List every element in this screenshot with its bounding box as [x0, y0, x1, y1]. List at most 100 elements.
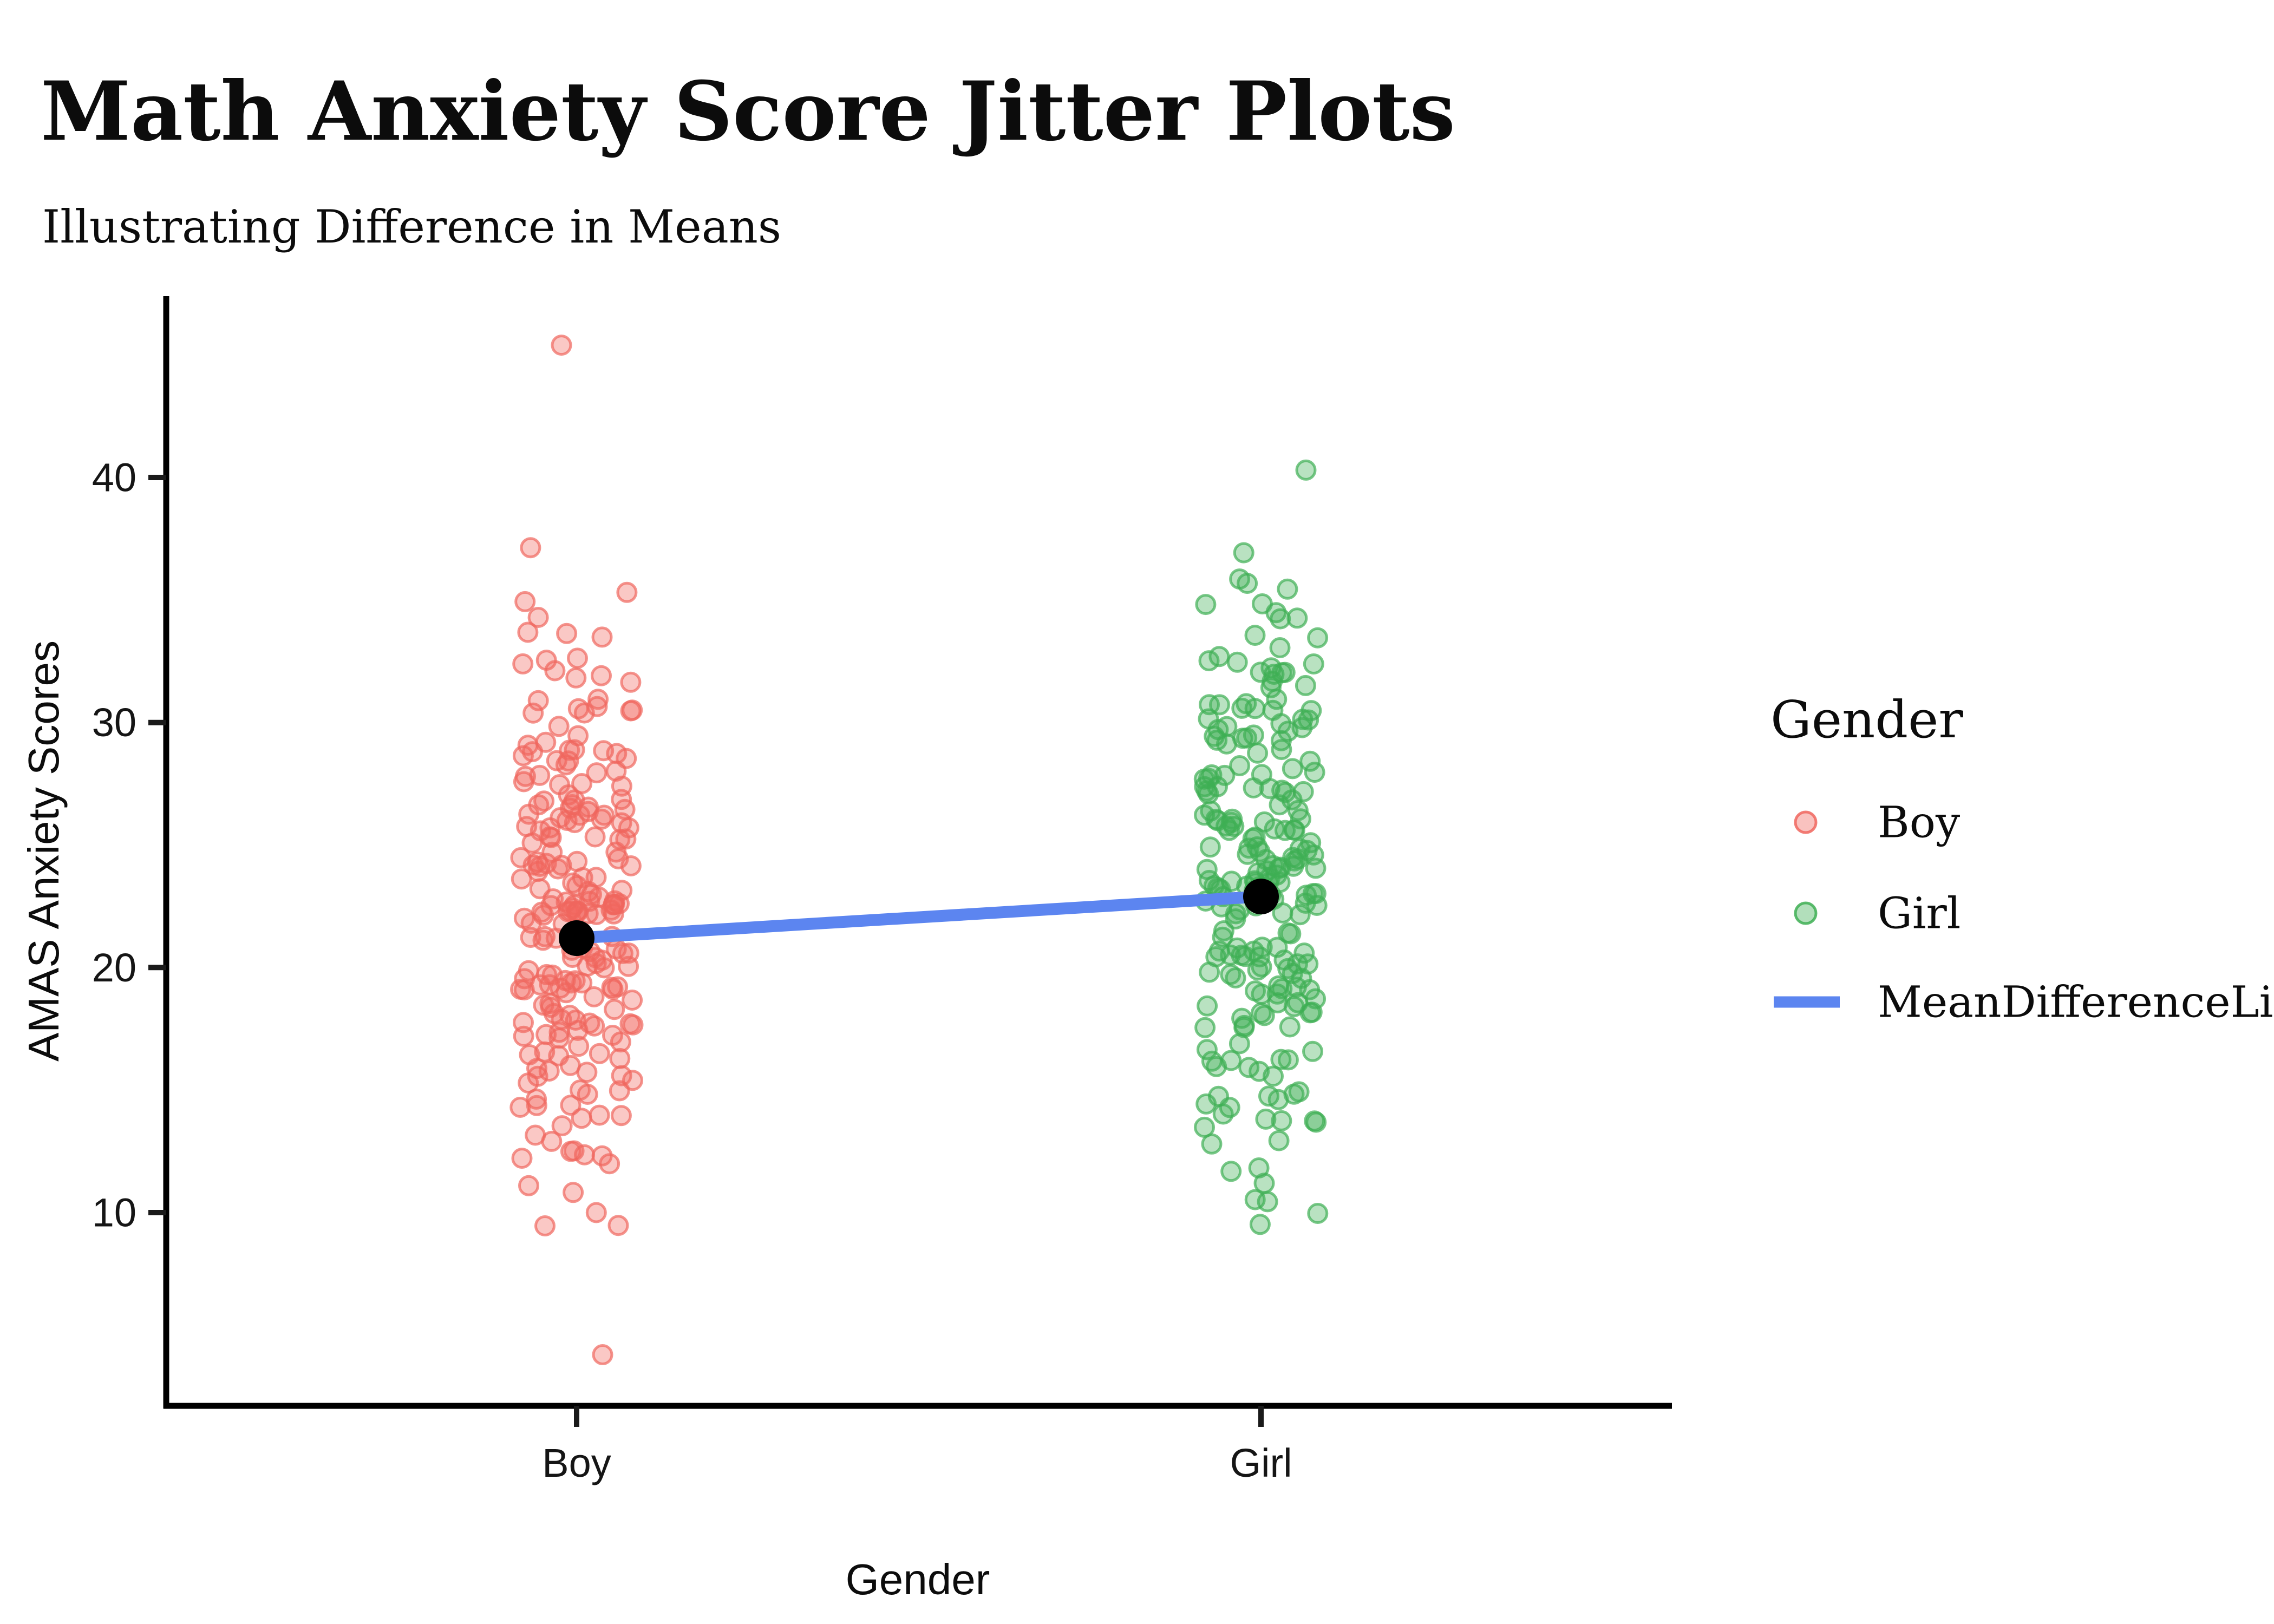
chart-title: Math Anxiety Score Jitter Plots	[41, 64, 1455, 159]
jitter-point-boy	[622, 1070, 643, 1091]
jitter-point-boy	[517, 621, 539, 643]
jitter-point-girl	[1277, 1049, 1299, 1071]
jitter-point-boy	[614, 798, 636, 820]
jitter-point-boy	[568, 1036, 590, 1057]
jitter-point-boy	[610, 1031, 631, 1053]
jitter-point-boy	[543, 1003, 565, 1024]
jitter-point-girl	[1194, 1017, 1216, 1038]
jitter-point-boy	[609, 829, 631, 850]
jitter-point-girl	[1253, 1005, 1275, 1026]
jitter-point-boy	[620, 855, 642, 876]
jitter-point-girl	[1271, 978, 1293, 999]
jitter-point-girl	[1201, 1133, 1223, 1155]
jitter-point-boy	[520, 537, 541, 559]
jitter-point-boy	[548, 1027, 570, 1049]
legend-label-mean-difference-line: MeanDifferenceLine	[1878, 977, 2274, 1027]
jitter-point-girl	[1195, 594, 1217, 615]
jitter-point-boy	[518, 960, 539, 981]
jitter-point-girl	[1220, 1161, 1242, 1182]
jitter-point-boy	[593, 957, 615, 979]
jitter-point-girl	[1277, 578, 1298, 600]
jitter-point-boy	[540, 895, 562, 916]
jitter-point-boy	[527, 690, 549, 711]
jitter-point-boy	[622, 699, 643, 721]
jitter-point-girl	[1268, 1130, 1290, 1151]
jitter-point-girl	[1231, 1007, 1253, 1029]
jitter-point-boy	[565, 901, 587, 923]
jitter-point-boy	[586, 762, 607, 784]
jitter-point-boy	[584, 1015, 605, 1037]
jitter-point-girl	[1279, 1016, 1301, 1038]
jitter-point-boy	[610, 1105, 632, 1127]
jitter-group-boy	[509, 335, 644, 1365]
legend-swatch-girl-icon	[1794, 901, 1818, 925]
legend-title: Gender	[1770, 690, 1963, 750]
jitter-point-girl	[1287, 800, 1309, 821]
jitter-point-girl	[1266, 689, 1288, 710]
jitter-point-boy	[587, 689, 609, 710]
jitter-point-girl	[1225, 967, 1246, 988]
jitter-point-boy	[599, 1153, 620, 1175]
jitter-point-boy	[511, 1148, 533, 1169]
jitter-point-boy	[512, 653, 534, 675]
jitter-point-boy	[529, 878, 551, 900]
jitter-point-girl	[1302, 883, 1324, 905]
jitter-point-girl	[1307, 627, 1329, 649]
jitter-point-boy	[510, 979, 531, 1000]
jitter-point-boy	[563, 1140, 585, 1162]
jitter-point-girl	[1267, 1089, 1289, 1110]
jitter-point-girl	[1289, 838, 1311, 860]
jitter-point-boy	[535, 731, 557, 753]
jitter-point-girl	[1196, 1039, 1218, 1060]
jitter-point-girl	[1207, 810, 1229, 831]
jitter-point-girl	[1220, 1050, 1242, 1071]
jitter-point-girl	[1201, 1050, 1223, 1072]
jitter-point-girl	[1277, 922, 1299, 944]
jitter-point-girl	[1238, 837, 1260, 859]
jitter-point-girl	[1214, 764, 1236, 786]
jitter-point-girl	[1198, 768, 1219, 789]
jitter-point-girl	[1198, 650, 1220, 672]
jitter-point-boy	[534, 1215, 556, 1236]
jitter-point-boy	[620, 671, 642, 693]
jitter-point-girl	[1247, 742, 1269, 764]
jitter-point-boy	[529, 764, 551, 786]
jitter-point-boy	[571, 1108, 592, 1129]
jitter-point-boy	[589, 1043, 610, 1064]
jitter-point-girl	[1295, 675, 1316, 696]
jitter-point-boy	[558, 750, 579, 772]
jitter-point-girl	[1231, 697, 1253, 719]
jitter-point-boy	[583, 986, 605, 1007]
jitter-point-girl	[1305, 988, 1327, 1010]
jitter-point-boy	[516, 816, 538, 837]
jitter-outlier-point-girl	[1295, 459, 1317, 481]
jitter-point-boy	[611, 775, 632, 797]
jitter-point-girl	[1251, 593, 1273, 614]
jitter-point-boy	[607, 1215, 629, 1236]
jitter-point-boy	[534, 1041, 556, 1063]
jitter-point-boy	[611, 1065, 632, 1086]
jitter-point-girl	[1229, 755, 1251, 776]
jitter-point-girl	[1209, 694, 1230, 716]
jitter-point-boy	[559, 1055, 581, 1076]
legend-label-girl: Girl	[1878, 888, 1961, 939]
jitter-point-boy	[622, 990, 643, 1011]
jitter-point-boy	[593, 740, 615, 762]
jitter-point-girl	[1282, 758, 1303, 780]
jitter-point-boy	[591, 665, 612, 686]
jitter-point-girl	[1307, 1203, 1329, 1224]
jitter-point-girl	[1236, 727, 1258, 749]
legend: Gender Boy Girl MeanDifferenceLine	[1770, 690, 2274, 1027]
jitter-point-girl	[1305, 1111, 1327, 1133]
jitter-point-girl	[1269, 637, 1291, 658]
jitter-point-girl	[1249, 1060, 1270, 1082]
jitter-point-girl	[1270, 730, 1292, 751]
jitter-point-boy	[593, 804, 615, 826]
jitter-point-boy	[533, 790, 555, 812]
jitter-point-boy	[570, 1079, 591, 1101]
y-tick-label-30: 30	[92, 700, 136, 745]
jitter-point-girl	[1226, 651, 1248, 673]
jitter-point-boy	[616, 581, 638, 603]
jitter-point-girl	[1244, 625, 1266, 646]
